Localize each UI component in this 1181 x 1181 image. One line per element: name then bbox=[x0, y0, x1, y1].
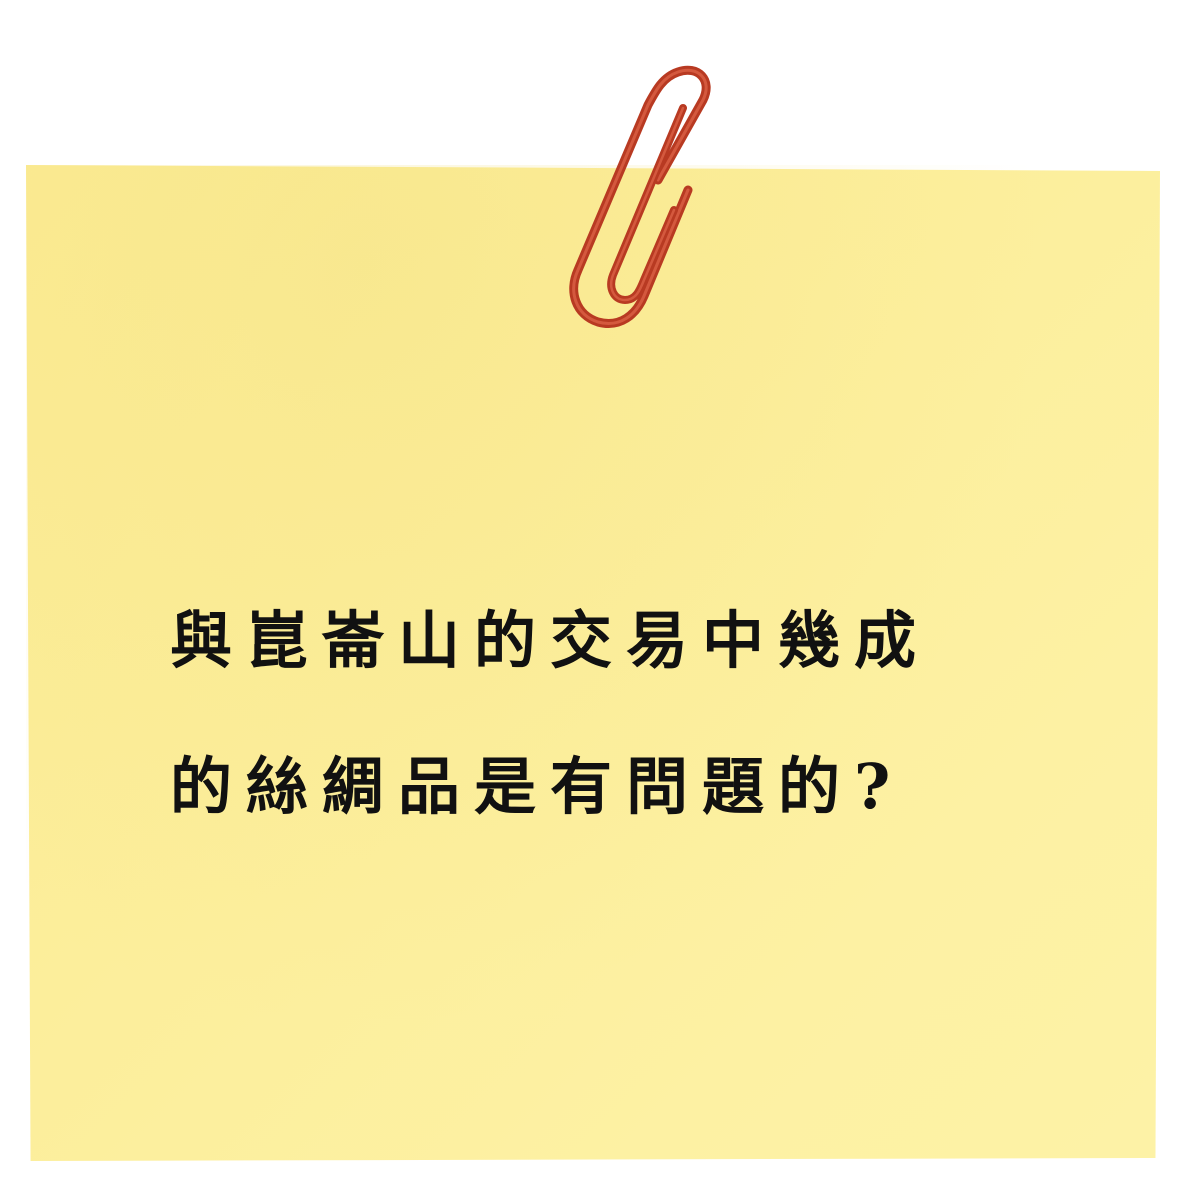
note-line-1: 與崑崙山的交易中幾成 bbox=[170, 604, 931, 677]
note-line-2: 的絲綢品是有問題的? bbox=[170, 750, 905, 823]
note-message: 與崑崙山的交易中幾成 的絲綢品是有問題的? bbox=[170, 568, 1050, 860]
sticky-note bbox=[26, 165, 1160, 1161]
paperclip-icon bbox=[569, 65, 711, 328]
